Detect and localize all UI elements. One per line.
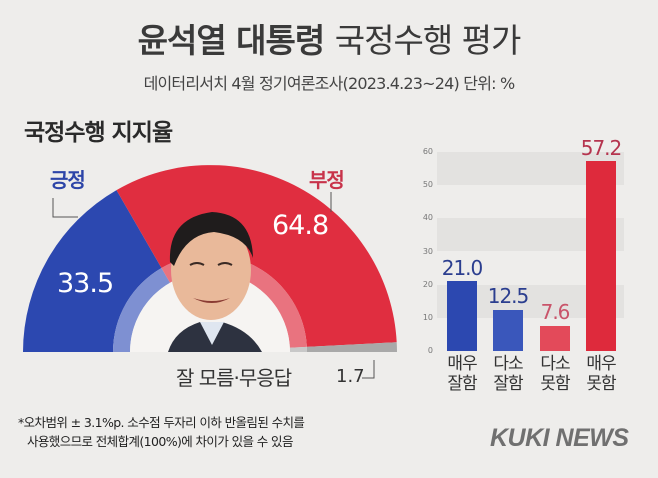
gauge-inner-positive — [113, 268, 170, 352]
bar — [540, 326, 570, 351]
gauge-title: 국정수행 지지율 — [24, 120, 173, 146]
y-tick: 60 — [422, 147, 433, 156]
kuki-news-logo: KUKI NEWS — [490, 424, 629, 452]
subtitle: 데이터리서치 4월 정기여론조사(2023.4.23~24) 단위: % — [143, 74, 516, 93]
bar-value: 12.5 — [487, 284, 530, 308]
gauge-negative-segment — [116, 165, 397, 347]
gauge-inner-dontknow — [289, 346, 308, 352]
bar — [447, 281, 477, 351]
bar-category: 매우 못함 — [586, 354, 616, 394]
bar-value: 57.2 — [580, 136, 623, 160]
positive-value: 33.5 — [57, 268, 114, 299]
bar-category: 다소 잘함 — [493, 354, 523, 394]
dontknow-leader-line — [362, 360, 375, 379]
bar-category: 매우 잘함 — [447, 354, 477, 394]
y-tick: 10 — [422, 313, 433, 322]
y-tick: 50 — [422, 180, 433, 189]
positive-leader-line — [52, 198, 78, 218]
title-light: 국정수행 평가 — [334, 21, 522, 60]
negative-label: 부정 — [309, 168, 345, 192]
gauge-positive-segment — [23, 190, 162, 352]
footnote: *오차범위 ± 3.1%p. 소수점 두자리 이하 반올림된 수치를 사용했으므… — [18, 415, 305, 449]
y-tick: 0 — [427, 346, 433, 355]
main-title: 윤석열 대통령 국정수행 평가 — [0, 14, 658, 62]
y-tick: 20 — [422, 280, 433, 289]
bar-value: 7.6 — [540, 300, 571, 324]
dontknow-label: 잘 모름·무응답 — [176, 366, 292, 390]
title-bold: 윤석열 대통령 — [137, 21, 326, 60]
dontknow-value: 1.7 — [336, 366, 365, 387]
bar-category: 다소 못함 — [540, 354, 570, 394]
positive-label: 긍정 — [50, 168, 86, 192]
bar — [586, 161, 616, 351]
gauge-dontknow-segment — [306, 342, 397, 352]
y-tick: 30 — [422, 247, 433, 256]
negative-value: 64.8 — [272, 210, 329, 241]
bar-value: 21.0 — [441, 256, 484, 280]
gauge-inner-negative — [161, 254, 307, 348]
bar — [493, 310, 523, 351]
y-tick: 40 — [422, 213, 433, 222]
president-portrait — [168, 212, 262, 352]
